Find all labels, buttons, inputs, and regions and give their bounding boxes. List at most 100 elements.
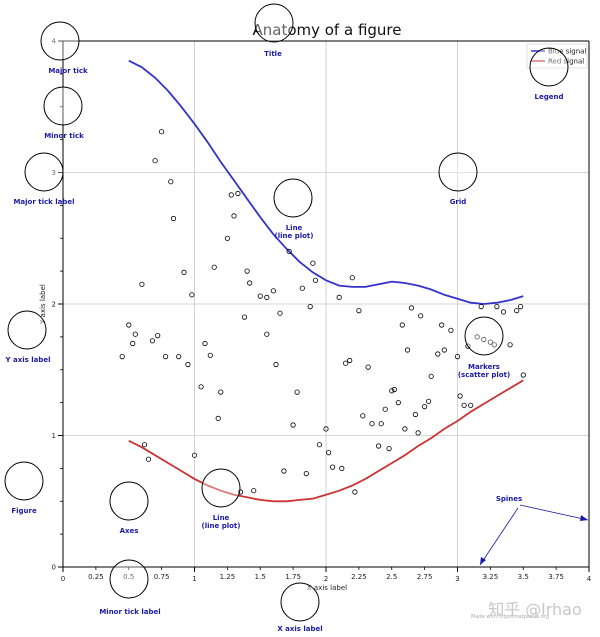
scatter-point [286, 248, 292, 254]
scatter-point [343, 360, 349, 366]
scatter-point [264, 331, 270, 337]
scatter-point [323, 426, 329, 432]
plot-series [119, 59, 526, 503]
scatter-point [461, 402, 467, 408]
annotation-label: Y axis label [4, 356, 50, 364]
x-minor-tick-label: 2.25 [351, 573, 367, 581]
scatter-point [517, 303, 524, 310]
scatter-point [168, 179, 174, 185]
scatter-point [487, 339, 493, 345]
scatter-point [421, 403, 428, 410]
watermark-small: Made with http://matplotlib.org [471, 614, 549, 620]
scatter-point [202, 340, 208, 347]
scatter-point [375, 443, 382, 449]
scatter-point [189, 292, 195, 298]
scatter-point [181, 269, 187, 275]
y-tick-label: 1 [52, 432, 56, 440]
scatter-point [369, 421, 375, 427]
scatter-point [235, 190, 241, 197]
y-tick-label: 0 [52, 564, 56, 572]
scatter-point [336, 294, 342, 300]
scatter-point [478, 303, 484, 310]
scatter-point [294, 389, 300, 395]
scatter-point [141, 442, 148, 448]
x-tick-label: 2 [324, 575, 328, 583]
x-minor-tick-label: 0.5 [123, 573, 134, 581]
scatter-point [329, 464, 336, 470]
scatter-point [468, 402, 474, 408]
scatter-point [474, 334, 480, 340]
spines-arrow-bottom-head [480, 557, 486, 565]
scatter-point [339, 465, 345, 471]
x-axis-label: X axis label [307, 584, 347, 592]
annotation-label: Major tick label [13, 198, 74, 206]
scatter-point [132, 331, 138, 337]
scatter-point [145, 456, 152, 462]
scatter-point [395, 399, 401, 406]
scatter-point [126, 322, 132, 328]
scatter-point [428, 373, 434, 379]
scatter-point [211, 264, 217, 270]
annotation-label: Legend [535, 93, 564, 101]
scatter-point [218, 389, 224, 395]
scatter-point [391, 386, 397, 393]
annotation-marker [7, 310, 47, 350]
scatter-point [439, 322, 445, 328]
annotation-marker [40, 21, 80, 61]
annotation-marker [109, 481, 149, 521]
scatter-point [215, 415, 221, 421]
scatter-point [360, 413, 366, 419]
annotation-label: Markers (scatter plot) [458, 363, 510, 379]
spines-arrow-right-head [580, 515, 588, 521]
scatter-point [307, 303, 313, 310]
scatter-point [399, 322, 405, 328]
scatter-point [454, 353, 461, 360]
scatter-point [251, 488, 257, 494]
annotation-marker [529, 47, 569, 87]
scatter-point [290, 422, 296, 428]
scatter-point [152, 158, 158, 164]
annotation-label: Major tick [48, 67, 88, 75]
legend-entry: Blue signal [548, 48, 586, 56]
scatter-point [425, 398, 432, 404]
scatter-point [312, 277, 319, 283]
scatter-point [481, 336, 487, 343]
scatter-point [465, 343, 471, 349]
scatter-point [247, 280, 253, 286]
spines-arrow-bottom [479, 507, 519, 566]
x-minor-tick-label: 0.75 [154, 573, 170, 581]
scatter-point [149, 338, 155, 344]
scatter-point [257, 293, 263, 299]
y-tick-label: 4 [52, 38, 57, 46]
scatter-point [494, 303, 500, 310]
series-line [128, 379, 524, 503]
legend-entry: Red signal [548, 58, 584, 66]
watermark: Made with http://matplotlib.org 知乎 @lrha… [471, 600, 582, 620]
scatter-point [176, 353, 182, 360]
annotation-label: Figure [11, 507, 37, 515]
y-tick-label: 3 [52, 169, 56, 177]
annotation-marker [280, 582, 320, 622]
scatter-point [408, 305, 415, 311]
scatter-point [349, 275, 355, 281]
spines-arrow-right [519, 504, 589, 521]
scatter-point [378, 421, 384, 427]
scatter-point [418, 313, 424, 319]
annotation-label: Line (line plot) [275, 224, 314, 240]
scatter-point [241, 314, 248, 320]
annotation-label: Grid [450, 198, 467, 206]
scatter-point [228, 192, 234, 198]
annotations: Major tick Minor tick Major tick label Y ax… [4, 3, 589, 633]
annotation-marker [464, 316, 504, 356]
annotation-marker [254, 3, 294, 43]
annotation-label: Axes [120, 527, 139, 535]
scatter-point [159, 129, 165, 135]
scatter-point [316, 442, 322, 448]
annotation-label: Spines [496, 495, 522, 503]
scatter-point [356, 307, 362, 314]
x-tick-label: 0 [61, 575, 65, 583]
scatter-point [382, 406, 388, 412]
scatter-point [347, 357, 353, 364]
scatter-point [207, 352, 213, 358]
scatter-point [277, 310, 283, 316]
